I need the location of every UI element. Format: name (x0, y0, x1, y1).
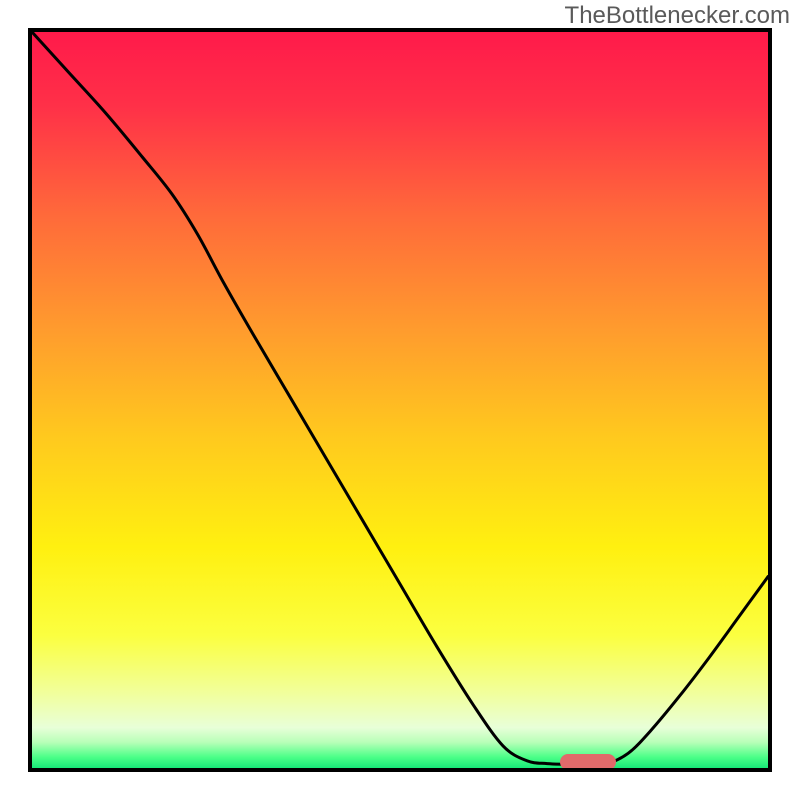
bottleneck-chart (28, 28, 772, 772)
optimal-marker (560, 754, 616, 770)
watermark-text: TheBottlenecker.com (565, 2, 790, 30)
bottleneck-curve (32, 32, 768, 768)
